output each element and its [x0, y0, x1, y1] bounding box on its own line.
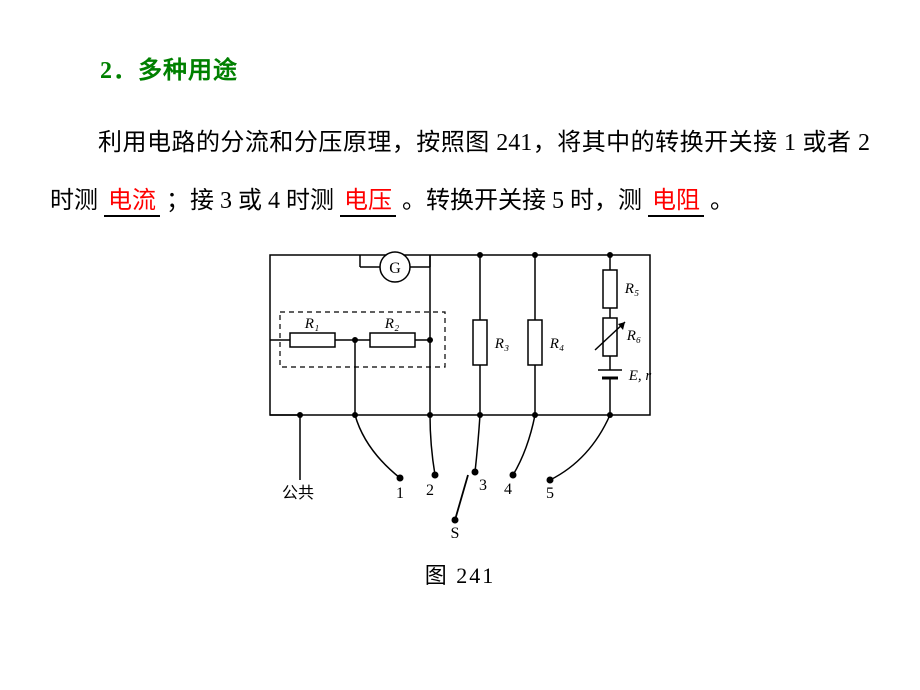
text-part-4: 。	[710, 188, 734, 214]
terminal-5-label: 5	[546, 485, 554, 502]
switch-label: S	[451, 525, 460, 542]
section-heading: 2．多种用途	[100, 50, 870, 85]
common-label: 公共	[282, 484, 314, 502]
terminal-1-label: 1	[396, 485, 404, 502]
terminal-3-label: 3	[479, 477, 487, 494]
r6-label: R₆	[626, 328, 641, 344]
galvanometer-label: G	[389, 260, 401, 277]
blank-1: 电流	[104, 187, 160, 218]
terminal-4-label: 4	[504, 481, 512, 498]
body-paragraph: 利用电路的分流和分压原理，按照图 2­4­1，将其中的转换开关接 1 或者 2 …	[50, 115, 870, 230]
r2-label: R₂	[384, 316, 399, 332]
r5-label: R₅	[624, 281, 639, 297]
circuit-diagram-container: G R₁ R₂ 公共	[50, 240, 870, 590]
r3-label: R₃	[494, 336, 509, 352]
circuit-diagram: G R₁ R₂ 公共	[250, 240, 670, 550]
r4-label: R₄	[549, 336, 564, 352]
text-part-2: ；接 3 或 4 时测	[166, 188, 334, 214]
text-part-3: 。转换开关接 5 时，测	[402, 188, 642, 214]
terminal-2-label: 2	[426, 482, 434, 499]
r1-label: R₁	[304, 316, 319, 332]
figure-caption: 图 2­4­1	[50, 558, 870, 590]
blank-2: 电压	[340, 187, 396, 218]
blank-3: 电阻	[648, 187, 704, 218]
emf-label: E, r	[628, 368, 652, 384]
